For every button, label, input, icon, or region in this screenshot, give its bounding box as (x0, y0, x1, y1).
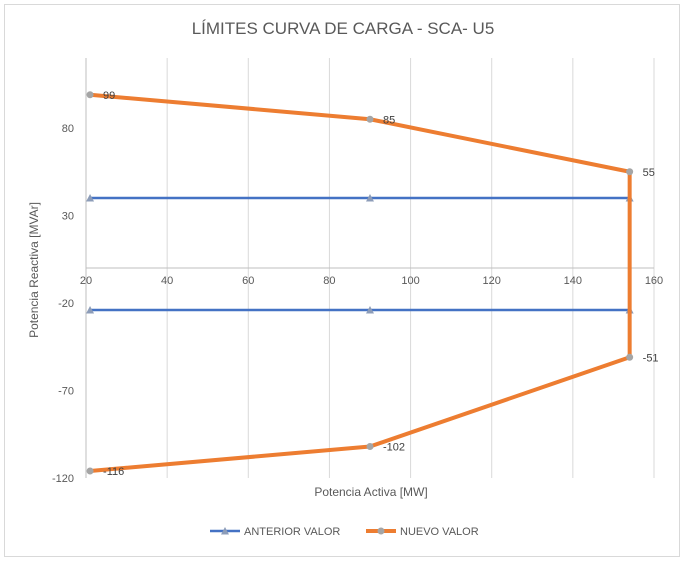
x-axis-title: Potencia Activa [MW] (314, 485, 427, 499)
y-tick-labels: -120 -70 -20 30 80 (52, 123, 74, 485)
nuevo-label-1: 99 (103, 90, 115, 102)
legend-nuevo-marker (377, 527, 385, 535)
anterior-marker-1-1 (86, 194, 95, 202)
y-tick--70: -70 (58, 386, 74, 398)
x-tick-140: 140 (564, 275, 582, 287)
nuevo-marker-2 (366, 115, 374, 123)
nuevo-label-4: -51 (643, 352, 659, 364)
x-tick-20: 20 (80, 275, 92, 287)
y-tick-30: 30 (62, 211, 74, 223)
anterior-marker-2-2 (366, 306, 374, 314)
x-tick-100: 100 (401, 275, 419, 287)
x-tick-60: 60 (242, 275, 254, 287)
nuevo-marker-4 (626, 353, 634, 361)
nuevo-marker-6 (86, 467, 94, 475)
legend-anterior-label: ANTERIOR VALOR (244, 526, 340, 538)
data-labels: 99 85 55 -51 -102 -116 (103, 90, 659, 478)
y-tick--120: -120 (52, 473, 74, 485)
chart-title: LÍMITES CURVA DE CARGA - SCA- U5 (192, 19, 495, 38)
nuevo-marker-3 (626, 168, 634, 176)
y-tick-80: 80 (62, 123, 74, 135)
anterior-marker-1-2 (366, 194, 374, 202)
legend-anterior-marker (221, 527, 229, 535)
legend: ANTERIOR VALOR NUEVO VALOR (210, 526, 479, 538)
x-tick-labels: 20 40 60 80 100 120 140 160 (80, 275, 663, 287)
x-tick-120: 120 (483, 275, 501, 287)
series (86, 91, 634, 475)
nuevo-label-6: -116 (103, 466, 124, 478)
legend-nuevo-label: NUEVO VALOR (400, 526, 479, 538)
anterior-marker-2-1 (86, 306, 95, 314)
nuevo-label-3: 55 (643, 167, 655, 179)
x-tick-40: 40 (161, 275, 173, 287)
x-tick-160: 160 (645, 275, 663, 287)
y-tick--20: -20 (58, 298, 74, 310)
x-tick-80: 80 (323, 275, 335, 287)
nuevo-line (89, 92, 632, 473)
nuevo-label-5: -102 (383, 442, 405, 454)
axes (85, 58, 654, 478)
nuevo-marker-1 (86, 91, 94, 99)
nuevo-marker-5 (366, 443, 374, 450)
nuevo-label-2: 85 (383, 114, 395, 126)
y-axis-title: Potencia Reactiva [MVAr] (27, 202, 41, 338)
